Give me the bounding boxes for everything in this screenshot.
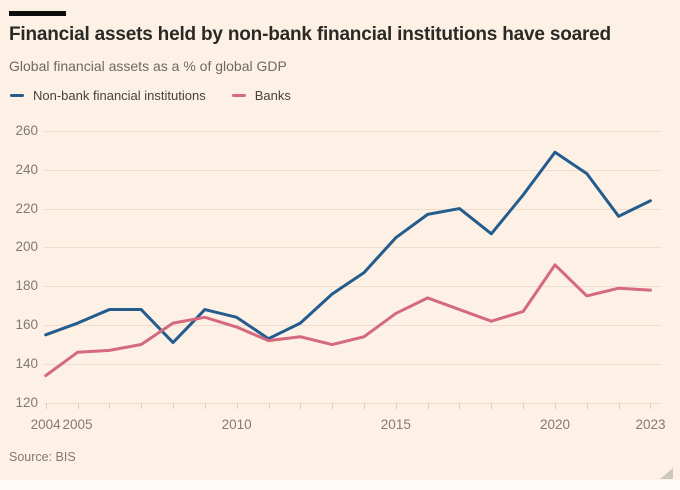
window-bottom-edge	[0, 480, 680, 490]
legend-item-banks: Banks	[231, 88, 291, 103]
gridline-120	[44, 402, 662, 404]
x-tick-2004	[45, 403, 47, 409]
chart-subtitle: Global financial assets as a % of global…	[9, 58, 287, 74]
x-tick-2019	[523, 403, 525, 409]
gridline-260	[44, 130, 662, 132]
y-axis-label-180: 180	[15, 278, 38, 294]
x-tick-2017	[459, 403, 461, 409]
x-axis-label-2015: 2015	[380, 417, 411, 432]
x-tick-2013	[332, 403, 334, 409]
source-note: Source: BIS	[9, 450, 76, 464]
x-tick-2005	[77, 403, 79, 409]
x-tick-2020	[554, 403, 556, 409]
x-axis-label-2023: 2023	[635, 417, 666, 432]
x-tick-2018	[491, 403, 493, 409]
gridline-140	[44, 363, 662, 365]
x-tick-2008	[173, 403, 175, 409]
x-tick-2012	[300, 403, 302, 409]
x-tick-2015	[395, 403, 397, 409]
y-axis-label-240: 240	[15, 161, 38, 177]
resize-handle-icon[interactable]	[660, 468, 673, 479]
x-tick-2011	[268, 403, 270, 409]
x-axis-label-2004: 2004	[30, 417, 61, 432]
x-tick-2016	[427, 403, 429, 409]
x-tick-2022	[618, 403, 620, 409]
y-axis-label-140: 140	[15, 355, 38, 371]
x-tick-2021	[586, 403, 588, 409]
y-axis-label-120: 120	[15, 394, 38, 410]
x-axis-label-2010: 2010	[221, 417, 252, 432]
nbfi-line-swatch-icon	[10, 94, 24, 97]
x-tick-2014	[364, 403, 365, 409]
x-axis-label-2020: 2020	[539, 417, 570, 432]
x-tick-2009	[204, 403, 206, 409]
x-tick-2006	[109, 403, 111, 409]
x-tick-2023	[650, 403, 652, 409]
x-tick-2010	[236, 403, 238, 409]
banks-line-swatch-icon	[231, 94, 246, 97]
gridline-200	[44, 247, 662, 249]
chart-legend: Non-bank financial institutions Banks	[10, 88, 317, 103]
series-line-banks	[44, 263, 652, 378]
y-axis-label-220: 220	[15, 200, 38, 216]
chart-title: Financial assets held by non-bank financ…	[9, 24, 611, 45]
x-tick-2007	[141, 403, 143, 409]
x-axis-label-2005: 2005	[62, 417, 93, 432]
legend-label-nbfi: Non-bank financial institutions	[33, 88, 206, 103]
y-axis-label-160: 160	[15, 317, 38, 333]
y-axis-label-260: 260	[15, 122, 38, 138]
gridline-180	[44, 286, 662, 288]
y-axis-label-200: 200	[15, 239, 38, 255]
gridline-160	[44, 325, 662, 327]
gridline-240	[44, 169, 662, 171]
legend-item-nbfi: Non-bank financial institutions	[10, 88, 206, 103]
gridline-220	[44, 208, 662, 210]
legend-label-banks: Banks	[254, 88, 291, 103]
ft-accent-bar	[9, 11, 66, 16]
